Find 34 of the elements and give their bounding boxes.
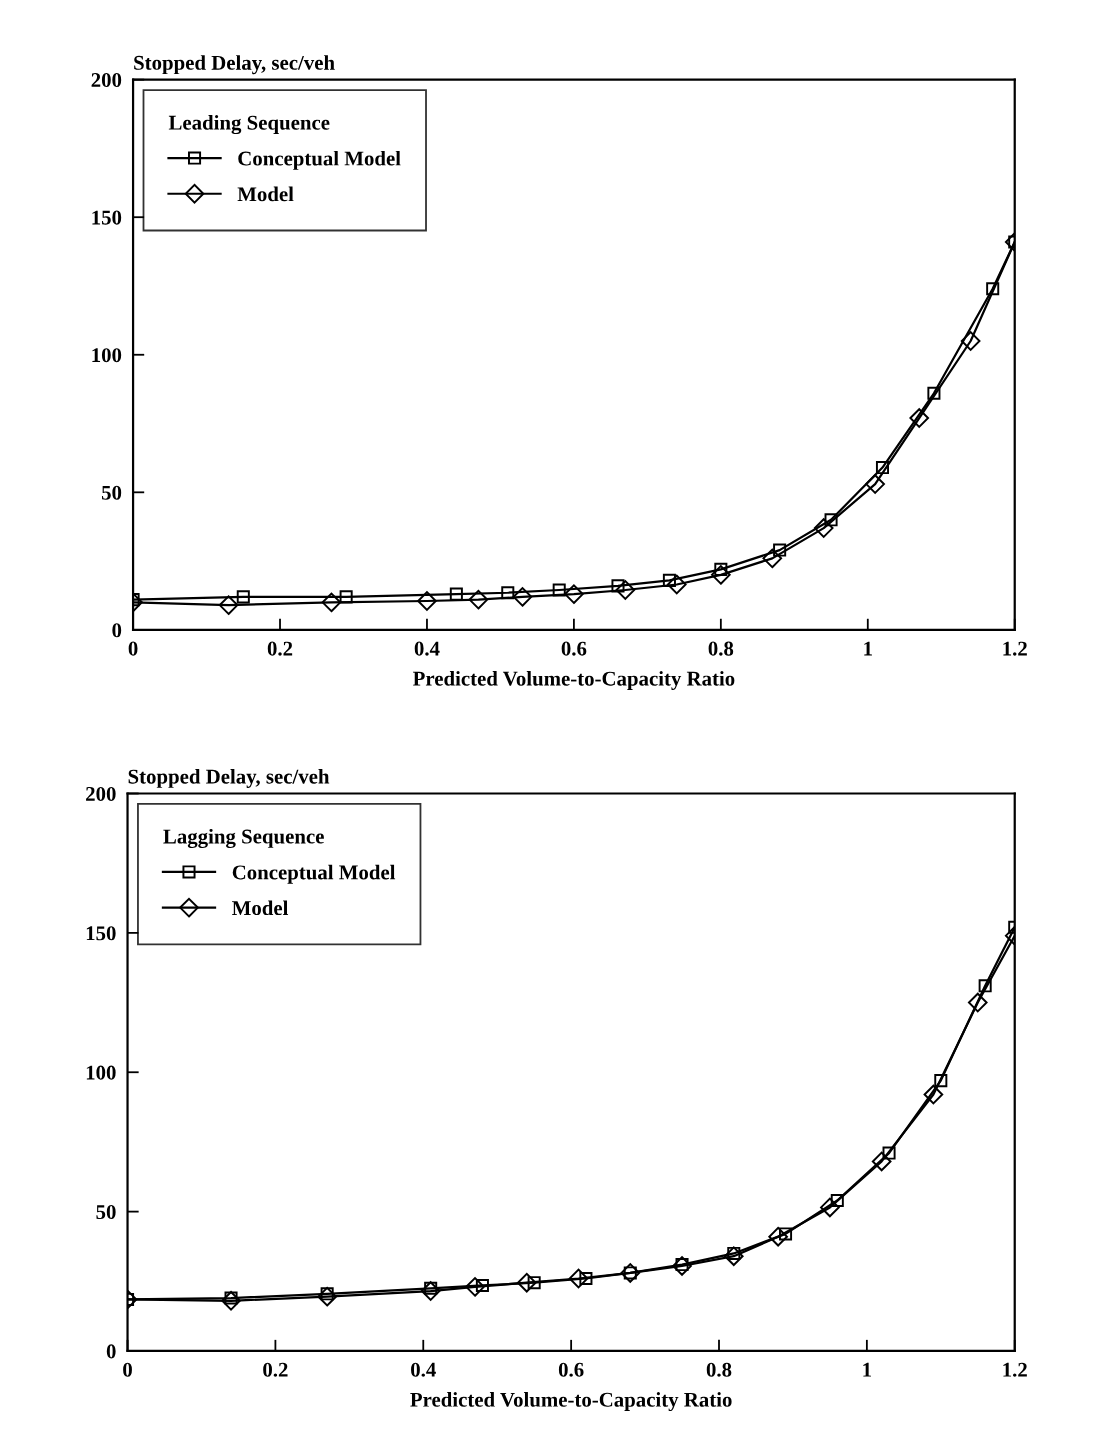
x-tick-label: 0.2 [263, 1362, 288, 1377]
x-axis-title: Predicted Volume-to-Capacity Ratio [413, 671, 735, 690]
x-tick-label: 0.4 [411, 1362, 436, 1377]
x-tick-label: 0.4 [414, 641, 440, 656]
x-tick-label: 0.6 [561, 641, 587, 656]
y-tick-label: 200 [91, 73, 122, 88]
legend-label: Conceptual Model [238, 150, 401, 170]
y-tick-label: 150 [92, 210, 122, 225]
x-tick-label: 0 [128, 641, 138, 656]
y-tick-label: 100 [86, 1065, 116, 1080]
x-tick-label: 0.6 [558, 1362, 584, 1377]
x-tick-label: 0 [123, 1362, 132, 1377]
x-tick-label: 1 [864, 641, 872, 656]
x-tick-label: 1.2 [1003, 1362, 1027, 1377]
y-tick-label: 50 [96, 1204, 116, 1220]
x-tick-label: 1.2 [1003, 641, 1027, 656]
y-tick-label: 150 [86, 926, 116, 941]
y-tick-label: 0 [112, 623, 122, 638]
y-axis-title: Stopped Delay, sec/veh [128, 768, 330, 788]
y-tick-label: 100 [92, 348, 122, 363]
legend-title: Leading Sequence [168, 115, 330, 135]
x-tick-label: 1 [863, 1362, 871, 1377]
x-tick-label: 0.2 [267, 641, 293, 656]
y-tick-label: 200 [86, 786, 116, 801]
y-tick-label: 50 [101, 485, 122, 500]
legend-label: Model [237, 186, 294, 202]
legend-label: Conceptual Model [232, 864, 396, 884]
x-tick-label: 0.8 [708, 641, 734, 656]
legend-label: Model [232, 900, 289, 916]
y-tick-label: 0 [106, 1344, 116, 1359]
legend-title: Lagging Sequence [163, 828, 324, 848]
x-tick-label: 0.8 [706, 1362, 732, 1377]
y-axis-title: Stopped Delay, sec/veh [134, 55, 335, 75]
x-axis-title: Predicted Volume-to-Capacity Ratio [410, 1392, 732, 1412]
